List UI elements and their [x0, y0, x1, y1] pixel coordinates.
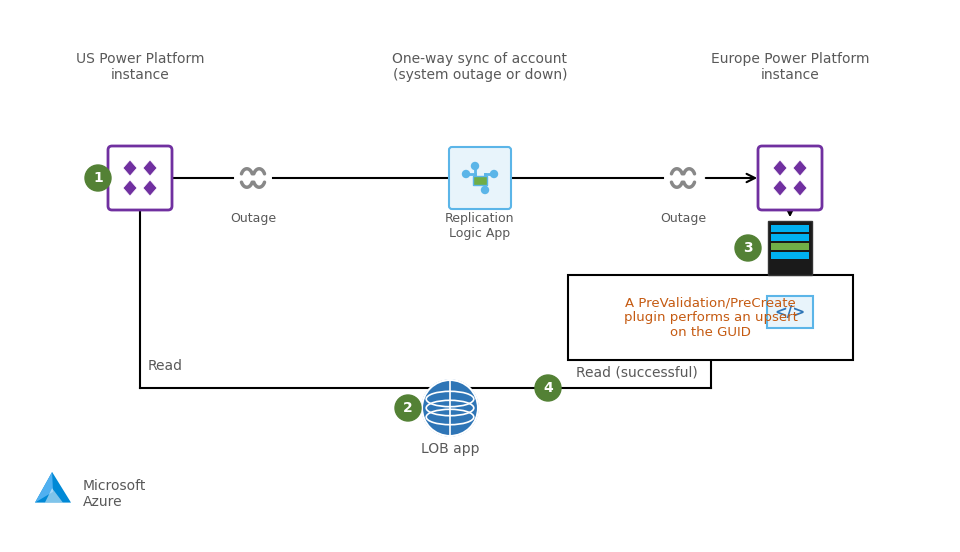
Text: Outage: Outage	[230, 212, 276, 225]
FancyBboxPatch shape	[108, 146, 172, 210]
Text: A PreValidation/PreCreate
plugin performs an upsert
on the GUID: A PreValidation/PreCreate plugin perform…	[624, 296, 798, 339]
Polygon shape	[143, 160, 157, 176]
Polygon shape	[35, 472, 53, 503]
FancyBboxPatch shape	[768, 221, 812, 275]
Text: 4: 4	[543, 381, 553, 395]
Circle shape	[85, 165, 111, 191]
Bar	[771, 225, 809, 232]
Circle shape	[422, 380, 478, 436]
Circle shape	[735, 235, 761, 261]
Polygon shape	[793, 180, 807, 196]
Text: 2: 2	[403, 401, 413, 415]
Text: Outage: Outage	[660, 212, 706, 225]
Polygon shape	[773, 160, 787, 176]
FancyBboxPatch shape	[758, 146, 822, 210]
Circle shape	[395, 395, 421, 421]
Text: US Power Platform
instance: US Power Platform instance	[76, 52, 204, 82]
Text: Read (successful): Read (successful)	[576, 365, 698, 379]
Text: </>: </>	[775, 305, 805, 320]
Circle shape	[482, 187, 489, 194]
Text: Microsoft
Azure: Microsoft Azure	[83, 479, 146, 509]
Polygon shape	[143, 180, 157, 196]
Bar	[771, 252, 809, 259]
Polygon shape	[35, 472, 71, 503]
Polygon shape	[123, 160, 137, 176]
FancyBboxPatch shape	[767, 296, 813, 328]
FancyBboxPatch shape	[473, 176, 487, 185]
Text: Read: Read	[148, 359, 183, 373]
Polygon shape	[123, 180, 137, 196]
Circle shape	[463, 171, 469, 178]
Circle shape	[471, 162, 478, 169]
Text: One-way sync of account
(system outage or down): One-way sync of account (system outage o…	[393, 52, 567, 82]
Text: Europe Power Platform
instance: Europe Power Platform instance	[710, 52, 869, 82]
Polygon shape	[45, 488, 63, 503]
Bar	[771, 243, 809, 250]
Text: LOB app: LOB app	[420, 442, 479, 456]
Circle shape	[535, 375, 561, 401]
Polygon shape	[773, 180, 787, 196]
Text: Replication
Logic App: Replication Logic App	[445, 212, 515, 240]
Bar	[771, 234, 809, 241]
FancyBboxPatch shape	[568, 275, 853, 360]
Text: 1: 1	[93, 171, 103, 185]
Circle shape	[491, 171, 497, 178]
Polygon shape	[793, 160, 807, 176]
Text: 3: 3	[743, 241, 753, 255]
FancyBboxPatch shape	[449, 147, 511, 209]
